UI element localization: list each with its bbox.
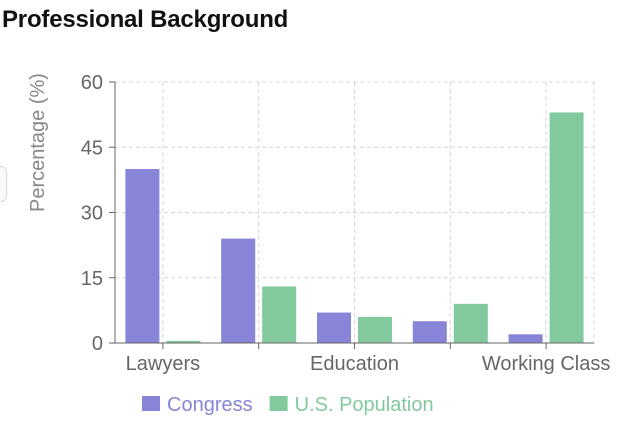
bar-congress-1 [221,238,256,343]
legend-swatch-congress [142,396,160,411]
x-tick-label: Working Class [482,353,611,375]
bar-u-s-population-4 [549,112,584,343]
bar-congress-3 [412,321,447,343]
legend-label-congress: Congress [167,394,253,416]
bar-u-s-population-0 [166,340,201,343]
bar-congress-0 [125,169,160,343]
y-tick-label: 15 [81,268,103,290]
bar-u-s-population-3 [453,303,488,343]
y-axis-label: Percentage (%) [27,73,49,212]
y-tick-label: 30 [81,203,103,225]
y-tick-label: 60 [81,72,103,94]
x-tick-label: Education [310,353,399,375]
chart-title: Professional Background [2,6,289,33]
y-axis-label-group: Percentage (%) [27,73,49,212]
legend-label-u-s-population: U.S. Population [295,394,434,416]
legend-swatch-u-s-population [269,396,288,411]
y-tick-label: 45 [81,137,103,159]
bar-congress-2 [317,312,351,343]
bar-u-s-population-2 [358,316,392,343]
bar-u-s-population-1 [262,286,297,343]
bar-congress-4 [508,334,543,343]
y-tick-label: 0 [92,333,103,355]
x-tick-label: Lawyers [126,353,200,375]
